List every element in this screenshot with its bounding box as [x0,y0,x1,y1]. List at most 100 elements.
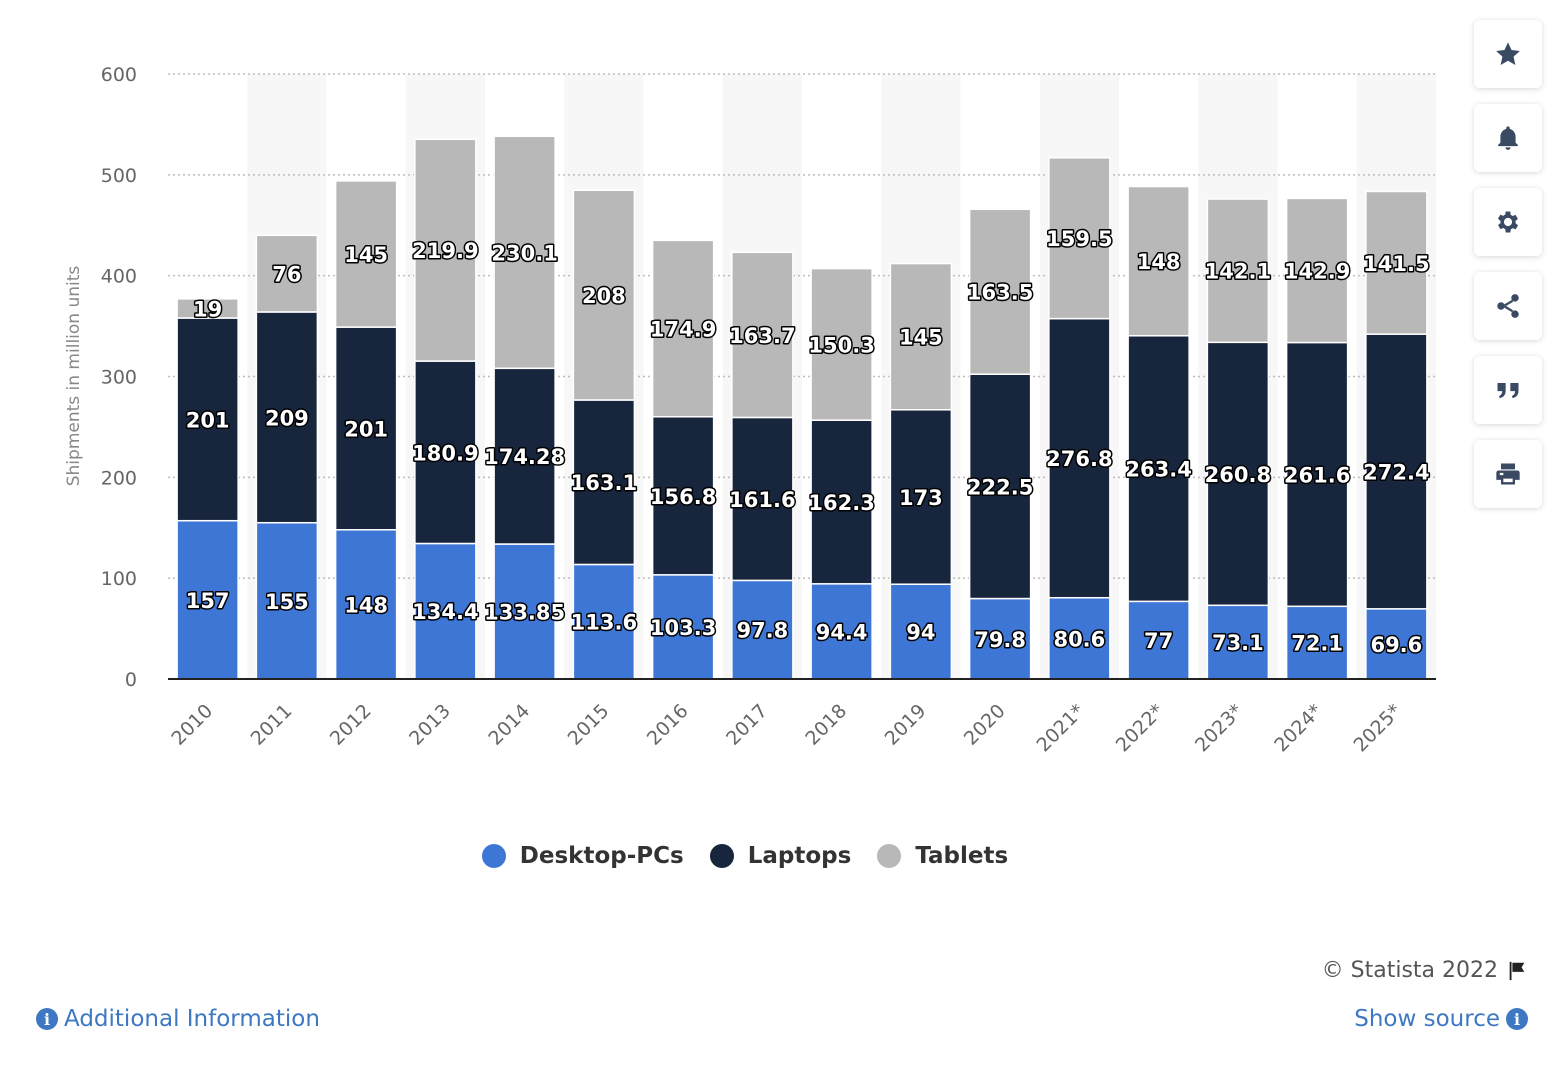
bar-desktop-pcs-2012[interactable] [334,529,398,680]
y-tick-label: 0 [125,669,137,691]
bar-desktop-pcs-2021[interactable] [1048,596,1111,680]
bar-tablets-2025[interactable] [1365,190,1428,335]
legend-label-tablets: Tablets [915,843,1009,869]
bar-laptops-2017[interactable] [731,416,794,582]
notification-button[interactable] [1474,104,1542,172]
bar-tablets-2018[interactable] [810,267,873,421]
quote-icon [1497,383,1519,399]
favorite-button[interactable] [1474,20,1542,88]
data-label: 209 [265,406,309,430]
copyright-credit[interactable]: © Statista 2022 [1322,958,1528,983]
bar-laptops-2018[interactable] [810,419,873,585]
bar-desktop-pcs-2018[interactable] [810,583,873,680]
data-label: 134.4 [412,600,478,624]
share-icon [1497,294,1519,318]
y-tick-label: 100 [101,568,137,590]
data-label: 174.28 [484,445,565,469]
bar-laptops-2025[interactable] [1365,333,1428,610]
bar-tablets-2013[interactable] [414,138,477,362]
data-label: 142.1 [1205,260,1271,284]
bar-desktop-pcs-2013[interactable] [414,542,477,680]
additional-information-link[interactable]: i Additional Information [36,1006,320,1032]
data-label: 272.4 [1363,460,1429,484]
data-label: 141.5 [1363,252,1429,276]
additional-information-label: Additional Information [64,1006,320,1032]
bars [176,135,1428,680]
gear-icon [1497,211,1519,233]
show-source-link[interactable]: Show source i [1354,1006,1528,1032]
data-label: 159.5 [1046,227,1112,251]
legend-marker-desktop [481,844,506,868]
bar-tablets-2022[interactable] [1127,185,1190,337]
bar-laptops-2010[interactable] [176,317,239,522]
bar-desktop-pcs-2010[interactable] [176,519,239,680]
share-button[interactable] [1474,272,1542,340]
data-label: 261.6 [1284,463,1350,487]
data-label: 263.4 [1125,458,1191,482]
legend-label-laptops: Laptops [747,843,852,869]
bar-tablets-2015[interactable] [572,189,636,401]
legend-item-tablets[interactable]: Tablets [877,843,1008,869]
x-tick-label: 2020 [960,700,1010,750]
data-label: 145 [899,326,943,350]
bar-tablets-2010[interactable] [176,298,239,319]
data-label: 155 [265,590,309,614]
x-axis-ticks: 2010 2011 2012 2013 2014 2015 2016 2017 2018 2019… [167,700,1406,756]
bar-tablets-2012[interactable] [334,180,398,328]
bar-laptops-2020[interactable] [968,373,1032,600]
data-label: 222.5 [967,475,1033,499]
data-label: 208 [582,284,626,308]
bar-tablets-2024[interactable] [1285,197,1349,344]
bar-laptops-2011[interactable] [255,311,319,524]
print-button[interactable] [1474,440,1542,508]
data-label: 174.9 [650,318,716,342]
data-label: 77 [1144,629,1173,653]
x-tick-label: 2014 [484,700,534,750]
bar-laptops-2023[interactable] [1206,341,1270,607]
x-tick-label: 2013 [405,700,455,750]
bar-laptops-2014[interactable] [493,367,556,545]
data-label: 103.3 [650,616,716,640]
cite-button[interactable] [1474,356,1542,424]
star-icon [1496,42,1520,65]
bar-tablets-2019[interactable] [889,262,953,411]
bar-laptops-2016[interactable] [651,415,715,576]
legend: Desktop-PCs Laptops Tablets [0,843,1490,869]
data-label: 145 [344,243,388,267]
bar-desktop-pcs-2011[interactable] [255,521,319,680]
x-tick-label: 2024* [1270,700,1326,756]
bar-tablets-2017[interactable] [731,251,794,419]
data-label: 133.85 [484,601,565,625]
x-tick-label: 2011 [247,700,297,750]
bar-laptops-2012[interactable] [334,326,398,531]
bell-icon [1498,126,1518,150]
y-tick-label: 300 [101,367,137,389]
bar-tablets-2020[interactable] [968,208,1032,375]
bar-laptops-2013[interactable] [414,360,477,545]
bar-tablets-2021[interactable] [1048,157,1111,320]
legend-item-laptops[interactable]: Laptops [709,843,852,869]
copyright-text: © Statista 2022 [1321,958,1498,983]
bar-tablets-2016[interactable] [651,239,715,418]
bar-desktop-pcs-2014[interactable] [493,543,556,680]
bar-laptops-2019[interactable] [889,409,953,585]
bar-desktop-pcs-2024[interactable] [1285,605,1349,680]
x-tick-label: 2017 [722,700,772,750]
bar-desktop-pcs-2017[interactable] [731,579,794,680]
legend-marker-laptops [709,844,734,868]
data-label: 163.1 [571,471,637,495]
settings-button[interactable] [1474,188,1542,256]
bar-desktop-pcs-2015[interactable] [572,563,636,680]
data-label: 76 [272,263,301,287]
bar-tablets-2023[interactable] [1206,198,1270,344]
bar-laptops-2015[interactable] [572,399,636,566]
legend-item-desktop[interactable]: Desktop-PCs [481,843,684,869]
data-label: 69.6 [1370,633,1422,657]
bar-tablets-2011[interactable] [255,234,319,313]
data-label: 80.6 [1053,627,1105,651]
x-tick-label: 2015 [564,700,614,750]
x-tick-label: 2023* [1191,700,1247,756]
data-label: 201 [344,417,388,441]
data-label: 94 [906,621,935,645]
bar-tablets-2014[interactable] [493,135,556,370]
